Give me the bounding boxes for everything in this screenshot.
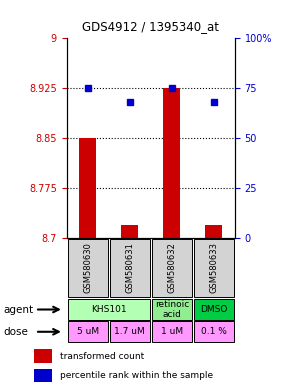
Text: GDS4912 / 1395340_at: GDS4912 / 1395340_at — [82, 20, 219, 33]
FancyBboxPatch shape — [110, 321, 150, 343]
FancyBboxPatch shape — [194, 239, 234, 297]
Bar — [79, 138, 96, 238]
FancyBboxPatch shape — [152, 321, 192, 343]
FancyBboxPatch shape — [68, 299, 150, 320]
Text: 5 uM: 5 uM — [77, 327, 99, 336]
Bar — [34, 369, 52, 382]
FancyBboxPatch shape — [68, 239, 108, 297]
FancyBboxPatch shape — [194, 299, 234, 320]
Text: retinoic
acid: retinoic acid — [155, 300, 189, 319]
FancyBboxPatch shape — [152, 299, 192, 320]
Text: agent: agent — [3, 305, 33, 314]
Text: percentile rank within the sample: percentile rank within the sample — [60, 371, 213, 380]
FancyBboxPatch shape — [68, 321, 108, 343]
Text: 0.1 %: 0.1 % — [201, 327, 227, 336]
Text: 1 uM: 1 uM — [161, 327, 183, 336]
Text: GSM580631: GSM580631 — [125, 242, 134, 293]
Text: GSM580633: GSM580633 — [209, 242, 218, 293]
Bar — [121, 225, 138, 238]
Text: transformed count: transformed count — [60, 352, 144, 361]
Bar — [205, 225, 222, 238]
Text: 1.7 uM: 1.7 uM — [114, 327, 145, 336]
FancyBboxPatch shape — [110, 239, 150, 297]
Text: GSM580630: GSM580630 — [83, 242, 92, 293]
FancyBboxPatch shape — [194, 321, 234, 343]
Text: dose: dose — [3, 327, 28, 337]
Text: DMSO: DMSO — [200, 305, 228, 314]
FancyBboxPatch shape — [152, 239, 192, 297]
Bar — [34, 349, 52, 363]
Bar — [164, 88, 180, 238]
Text: GSM580632: GSM580632 — [167, 242, 176, 293]
Text: KHS101: KHS101 — [91, 305, 126, 314]
